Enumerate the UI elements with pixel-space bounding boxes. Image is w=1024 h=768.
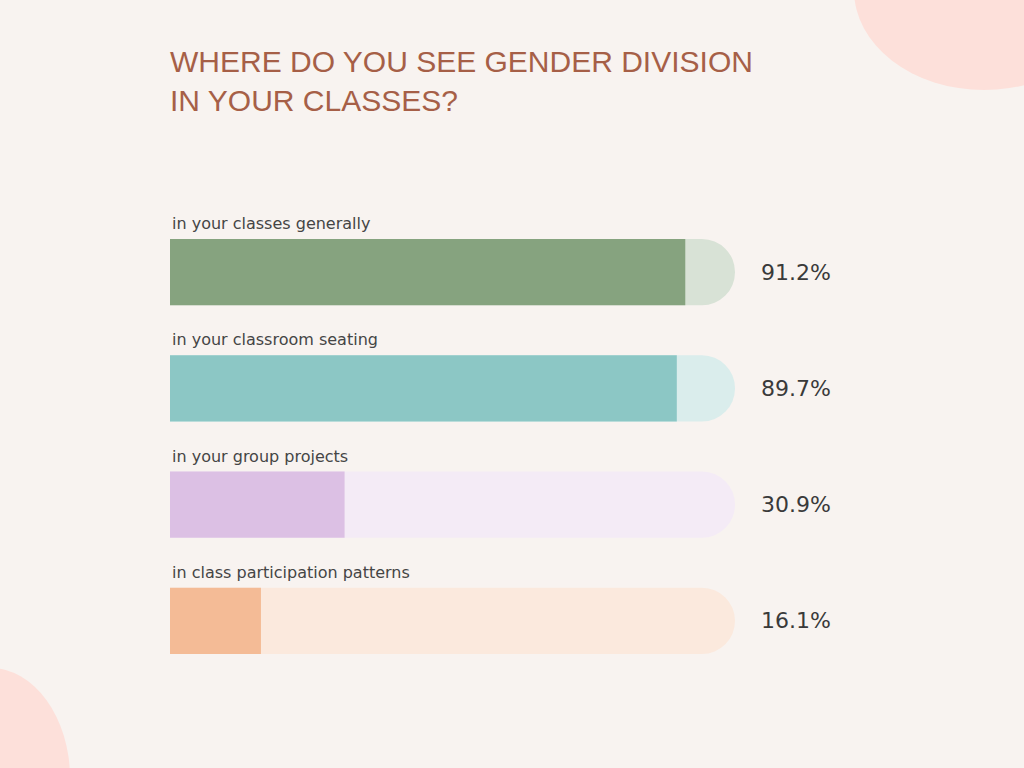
svg-text:91.2%: 91.2%	[761, 260, 831, 285]
svg-text:WHERE DO YOU SEE GENDER DIVISI: WHERE DO YOU SEE GENDER DIVISIONIN YOUR …	[170, 45, 753, 117]
svg-text:30.9%: 30.9%	[761, 492, 831, 517]
svg-text:in your classroom seating: in your classroom seating	[172, 330, 378, 349]
svg-text:in class participation pattern: in class participation patterns	[172, 563, 410, 582]
svg-text:in your classes generally: in your classes generally	[172, 214, 370, 233]
svg-text:16.1%: 16.1%	[761, 608, 831, 633]
svg-text:89.7%: 89.7%	[761, 376, 831, 401]
svg-text:in your group projects: in your group projects	[172, 447, 348, 466]
